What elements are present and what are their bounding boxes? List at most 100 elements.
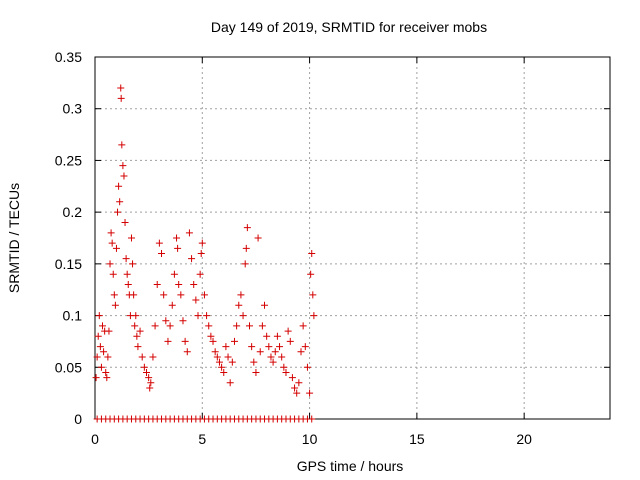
data-point — [134, 343, 142, 351]
data-point — [200, 291, 208, 299]
data-point — [114, 208, 122, 216]
chart-title: Day 149 of 2019, SRMTID for receiver mob… — [211, 19, 487, 35]
data-point — [129, 260, 137, 268]
data-point — [215, 358, 223, 366]
data-point — [179, 317, 187, 325]
data-point — [198, 239, 206, 247]
data-point — [117, 84, 125, 92]
data-point — [194, 312, 202, 320]
data-point — [235, 301, 243, 309]
data-point — [102, 368, 110, 376]
data-point — [271, 348, 279, 356]
data-point — [183, 348, 191, 356]
data-point — [130, 291, 138, 299]
data-point — [116, 198, 124, 206]
data-point — [107, 229, 115, 237]
data-point — [108, 239, 116, 247]
data-point — [254, 234, 262, 242]
data-point — [213, 353, 221, 361]
data-point — [95, 312, 103, 320]
data-point — [297, 348, 305, 356]
data-point — [248, 343, 256, 351]
y-tick-label: 0.15 — [55, 256, 82, 272]
x-tick-label: 0 — [91, 431, 99, 447]
data-point — [293, 389, 301, 397]
data-point — [192, 296, 200, 304]
y-axis-label: SRMTID / TECUs — [6, 183, 22, 293]
y-tick-label: 0.2 — [63, 204, 83, 220]
data-point — [233, 322, 241, 330]
data-point — [120, 172, 128, 180]
data-point — [106, 260, 114, 268]
data-point — [226, 379, 234, 387]
x-tick-label: 15 — [409, 431, 425, 447]
data-point — [295, 379, 303, 387]
data-point — [196, 270, 204, 278]
data-point — [224, 353, 232, 361]
data-point — [308, 250, 316, 258]
data-point — [309, 291, 317, 299]
data-point — [267, 353, 275, 361]
data-point — [123, 270, 131, 278]
data-points — [92, 84, 318, 423]
data-point — [93, 353, 101, 361]
data-point — [151, 322, 159, 330]
data-point — [237, 291, 245, 299]
data-point — [110, 291, 118, 299]
data-point — [117, 94, 125, 102]
data-point — [265, 343, 273, 351]
x-axis-label: GPS time / hours — [297, 458, 404, 474]
data-point — [243, 224, 251, 232]
data-point — [149, 353, 157, 361]
data-point — [301, 343, 309, 351]
data-point — [181, 337, 189, 345]
y-tick-label: 0 — [74, 411, 82, 427]
data-point — [197, 250, 205, 258]
data-point — [291, 384, 299, 392]
data-point — [185, 229, 193, 237]
x-tick-label: 10 — [302, 431, 318, 447]
data-point — [190, 281, 198, 289]
data-point — [278, 353, 286, 361]
data-point — [145, 374, 153, 382]
data-point — [99, 322, 107, 330]
data-point — [109, 270, 117, 278]
data-point — [122, 255, 130, 263]
y-tick-label: 0.35 — [55, 49, 82, 65]
data-point — [205, 322, 213, 330]
data-point — [276, 343, 284, 351]
data-point — [121, 218, 129, 226]
data-point — [307, 270, 315, 278]
data-point — [222, 343, 230, 351]
y-tick-label: 0.05 — [55, 359, 82, 375]
data-point — [242, 244, 250, 252]
data-point — [124, 281, 132, 289]
data-point — [153, 281, 161, 289]
data-point — [310, 312, 318, 320]
data-point — [158, 250, 166, 258]
data-point — [118, 141, 126, 149]
data-point — [261, 301, 269, 309]
data-point — [92, 374, 100, 382]
data-point — [246, 322, 253, 330]
data-point — [170, 270, 178, 278]
y-tick-label: 0.25 — [55, 152, 82, 168]
data-point — [218, 363, 226, 371]
y-tick-label: 0.1 — [63, 308, 83, 324]
data-point — [269, 358, 277, 366]
data-point — [105, 327, 113, 335]
data-point — [111, 301, 119, 309]
data-point — [252, 368, 260, 376]
data-point — [97, 363, 105, 371]
data-point — [175, 281, 183, 289]
data-point — [138, 353, 146, 361]
axis-ticks: 0 0.05 0.1 0.15 0.2 0.25 0.3 0.35 0 5 10 15 20 — [55, 49, 610, 447]
y-tick-label: 0.3 — [63, 101, 83, 117]
data-point — [173, 234, 181, 242]
data-point — [94, 332, 102, 340]
data-point — [115, 182, 123, 190]
data-point — [104, 353, 112, 361]
data-point — [273, 332, 281, 340]
data-point — [280, 363, 288, 371]
data-point — [147, 379, 155, 387]
